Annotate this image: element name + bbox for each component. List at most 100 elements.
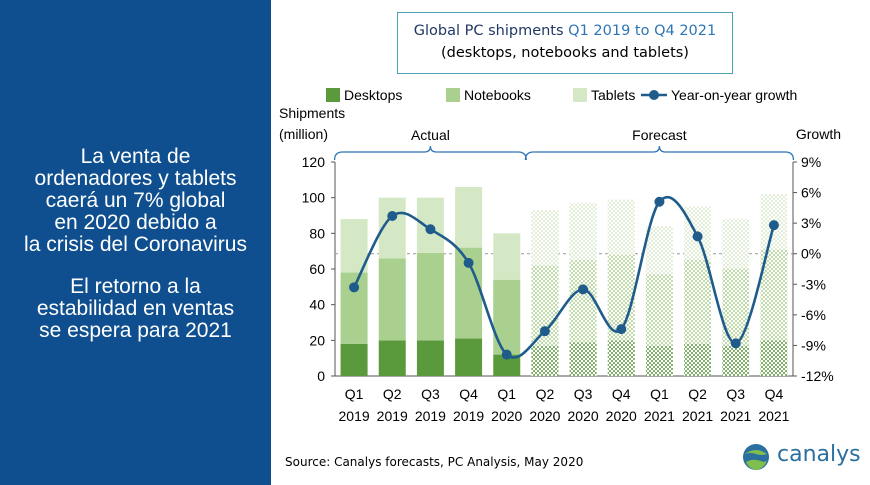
growth-point bbox=[463, 257, 474, 268]
y2-tick-label: -9% bbox=[801, 337, 826, 353]
legend-marker bbox=[649, 90, 659, 100]
y2-tick-label: -6% bbox=[801, 307, 826, 323]
bar-notebooks bbox=[416, 252, 444, 341]
text-line: caerá un 7% global bbox=[45, 189, 226, 212]
chart-area: Global PC shipments Q1 2019 to Q4 2021 (… bbox=[271, 0, 870, 485]
text-line: la crisis del Coronavirus bbox=[24, 233, 247, 256]
x-tick-label-quarter: Q4 bbox=[612, 386, 631, 402]
x-tick-label-quarter: Q2 bbox=[688, 386, 707, 402]
x-tick-label-year: 2019 bbox=[415, 408, 446, 424]
x-tick-label-year: 2019 bbox=[339, 408, 370, 424]
bar-tablets bbox=[340, 219, 368, 273]
y-axis-title: Shipments bbox=[279, 105, 345, 121]
bar-desktops bbox=[455, 338, 483, 376]
bracket bbox=[333, 145, 527, 161]
bar-notebooks bbox=[645, 274, 673, 346]
y2-tick-label: 6% bbox=[801, 185, 821, 201]
bar-tablets bbox=[722, 219, 750, 269]
x-tick-label-year: 2021 bbox=[644, 408, 675, 424]
bracket-label: Forecast bbox=[632, 127, 687, 143]
growth-point bbox=[730, 338, 741, 349]
bar-notebooks bbox=[684, 260, 712, 344]
bar-notebooks bbox=[569, 260, 597, 343]
bar-desktops bbox=[607, 340, 635, 376]
text-line: estabilidad en ventas bbox=[36, 297, 235, 320]
x-tick-label-year: 2021 bbox=[758, 408, 789, 424]
growth-point bbox=[654, 196, 665, 207]
growth-point bbox=[539, 326, 550, 337]
y2-tick-label: -3% bbox=[801, 276, 826, 292]
x-tick-label-year: 2020 bbox=[529, 408, 560, 424]
growth-point bbox=[692, 231, 703, 242]
growth-point bbox=[578, 284, 589, 295]
x-tick-label-year: 2020 bbox=[491, 408, 522, 424]
growth-point bbox=[616, 324, 627, 335]
bar-tablets bbox=[645, 226, 673, 275]
legend-label: Notebooks bbox=[464, 87, 531, 103]
x-tick-label-quarter: Q3 bbox=[421, 386, 440, 402]
bar-desktops bbox=[569, 342, 597, 376]
growth-point bbox=[501, 349, 512, 360]
text-line: en 2020 debido a bbox=[54, 211, 217, 234]
chart-bars bbox=[340, 186, 788, 376]
y-axis-unit: (million) bbox=[279, 126, 328, 142]
legend-label: Desktops bbox=[344, 87, 402, 103]
bar-desktops bbox=[378, 340, 406, 376]
text-line: El retorno a la bbox=[70, 275, 201, 298]
x-tick-label-quarter: Q3 bbox=[726, 386, 745, 402]
chart-source: Source: Canalys forecasts, PC Analysis, … bbox=[285, 455, 584, 469]
chart-title: Global PC shipments Q1 2019 to Q4 2021 bbox=[398, 20, 732, 42]
globe-icon bbox=[743, 444, 769, 470]
growth-point bbox=[425, 224, 436, 235]
bracket-label: Actual bbox=[411, 127, 450, 143]
x-tick-label-quarter: Q1 bbox=[497, 386, 516, 402]
bar-notebooks bbox=[378, 258, 406, 341]
bar-tablets bbox=[607, 199, 635, 255]
x-tick-label-quarter: Q1 bbox=[650, 386, 669, 402]
left-panel-text: La venta de ordenadores y tablets caerá … bbox=[0, 146, 271, 342]
text-line: ordenadores y tablets bbox=[34, 167, 237, 190]
x-tick-label-year: 2019 bbox=[377, 408, 408, 424]
legend-label: Year-on-year growth bbox=[671, 87, 797, 103]
chart-subtitle: (desktops, notebooks and tablets) bbox=[441, 45, 689, 61]
logo-text: canalys bbox=[777, 442, 861, 467]
x-tick-label-year: 2020 bbox=[568, 408, 599, 424]
legend-swatch bbox=[573, 88, 587, 102]
y2-tick-label: 0% bbox=[801, 246, 821, 262]
y2-tick-label: 9% bbox=[801, 154, 821, 170]
bar-tablets bbox=[569, 203, 597, 261]
bar-desktops bbox=[493, 354, 521, 376]
bar-tablets bbox=[493, 233, 521, 280]
bar-tablets bbox=[455, 186, 483, 248]
y-tick-label: 0 bbox=[317, 368, 325, 384]
growth-point bbox=[387, 211, 398, 222]
x-tick-label-quarter: Q2 bbox=[383, 386, 402, 402]
legend-swatch bbox=[446, 88, 460, 102]
bar-desktops bbox=[760, 340, 788, 376]
legend-label: Tablets bbox=[591, 87, 635, 103]
legend-swatch bbox=[326, 88, 340, 102]
y2-tick-label: -12% bbox=[801, 368, 834, 384]
y-tick-label: 100 bbox=[302, 190, 326, 206]
canalys-logo: canalys bbox=[741, 440, 861, 472]
y2-tick-label: 3% bbox=[801, 215, 821, 231]
x-tick-label-year: 2021 bbox=[720, 408, 751, 424]
growth-point bbox=[768, 220, 779, 231]
text-line: se espera para 2021 bbox=[39, 319, 232, 342]
left-panel: La venta de ordenadores y tablets caerá … bbox=[0, 0, 271, 485]
chart-legend: Desktops Notebooks Tablets Year-on-year gro… bbox=[326, 87, 797, 103]
x-tick-label-quarter: Q3 bbox=[574, 386, 593, 402]
bar-tablets bbox=[531, 210, 559, 266]
chart-svg: Desktops Notebooks Tablets Year-on-year gro… bbox=[279, 87, 841, 424]
chart-title-highlight: Q1 2019 to Q4 2021 bbox=[568, 23, 717, 39]
bar-desktops bbox=[645, 345, 673, 376]
chart-axes bbox=[331, 161, 797, 377]
bracket bbox=[524, 145, 795, 161]
x-tick-label-year: 2021 bbox=[682, 408, 713, 424]
bar-desktops bbox=[340, 343, 368, 376]
bar-desktops bbox=[531, 345, 559, 376]
x-tick-label-quarter: Q4 bbox=[459, 386, 478, 402]
chart-title-box: Global PC shipments Q1 2019 to Q4 2021 (… bbox=[397, 12, 733, 74]
x-tick-label-quarter: Q1 bbox=[345, 386, 364, 402]
y-tick-label: 80 bbox=[309, 225, 325, 241]
